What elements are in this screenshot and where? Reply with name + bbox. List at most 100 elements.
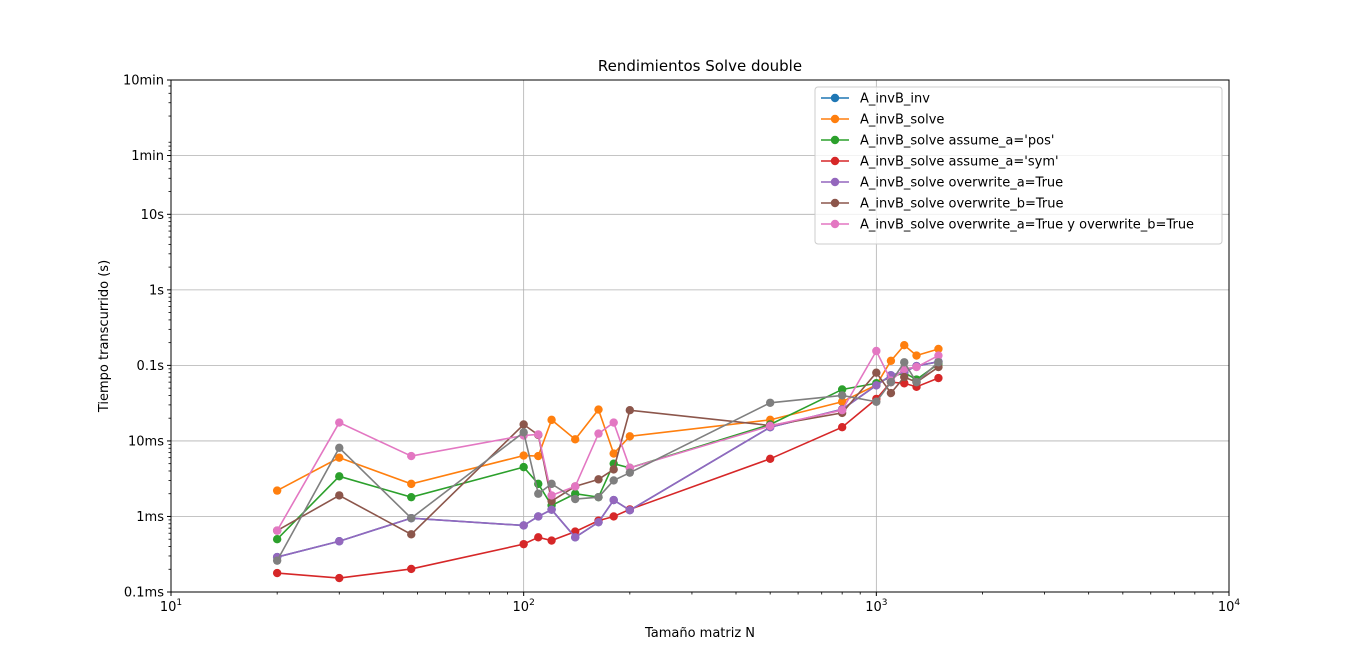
data-point [272,535,282,544]
series-7 [272,358,943,565]
series-1 [272,341,943,495]
data-point [609,495,618,505]
x-tick-label: 102 [513,598,535,615]
legend-marker [830,114,840,124]
data-point [335,418,344,427]
plot-frame [170,79,1230,593]
series-layer [272,341,943,583]
tick-layer: 101 102 103 104 0.1ms 1ms 10ms 0.1s 1s 10s 1min 10m… [123,74,1240,616]
data-point [934,351,943,360]
data-point [534,533,543,542]
data-point [900,372,909,382]
data-point [886,356,896,366]
data-point [547,415,556,425]
data-point [765,454,775,463]
data-point [335,453,344,462]
series-2 [272,359,943,544]
data-point [519,428,528,437]
y-tick-label: 1min [131,149,164,164]
data-point [837,406,847,415]
legend-item: A_invB_solve overwrite_a=True y overwrit… [821,218,1194,233]
data-point [609,465,618,474]
data-point [519,451,528,460]
data-point [872,397,881,406]
legend-marker [830,135,840,145]
legend-item: A_invB_inv [821,92,930,107]
legend-label: A_invB_solve assume_a='sym' [860,155,1059,170]
data-point [837,422,847,432]
legend-label: A_invB_solve [860,113,944,128]
legend-label: A_invB_inv [860,92,930,107]
data-point [609,476,618,485]
data-point [407,564,416,574]
legend-marker [830,93,840,103]
data-point [335,537,344,546]
data-point [407,451,416,461]
data-point [625,406,635,415]
data-point [765,421,775,431]
data-point [886,388,896,398]
data-point [912,362,921,372]
data-point [519,539,528,549]
data-point [594,405,603,414]
legend-label: A_invB_solve assume_a='pos' [860,134,1054,149]
data-point [272,526,282,535]
data-point [571,482,580,491]
data-point [335,491,344,500]
data-point [912,377,921,387]
data-point [534,512,543,521]
data-point [900,358,909,367]
data-point [594,492,603,502]
data-point [934,358,943,367]
data-point [547,536,556,545]
legend-marker [830,177,840,187]
legend-item: A_invB_solve overwrite_a=True [821,176,1063,191]
data-point [609,512,618,521]
data-point [335,443,344,453]
x-tick-label: 101 [160,598,182,615]
y-tick-label: 0.1s [137,359,165,374]
data-point [625,432,635,441]
legend-marker [830,156,840,166]
legend-label: A_invB_solve overwrite_a=True [860,176,1063,191]
data-point [609,418,618,427]
y-tick-label: 0.1ms [124,586,164,601]
data-point [886,377,896,387]
y-tick-label: 1s [149,283,164,298]
data-point [872,381,881,390]
data-point [872,346,881,356]
data-point [625,506,635,515]
legend: A_invB_inv A_invB_solve A_invB_solve assum… [814,86,1223,245]
data-point [407,530,416,539]
data-point [519,420,528,429]
data-point [594,517,603,527]
x-tick-label: 103 [865,598,887,615]
data-point [571,435,580,444]
data-point [272,568,282,578]
data-point [837,397,847,406]
series-line [276,344,939,492]
data-point [407,513,416,523]
data-point [519,521,528,530]
data-point [534,451,543,461]
legend-label: A_invB_solve overwrite_b=True [860,197,1063,212]
data-point [900,379,909,388]
data-point [335,573,344,583]
y-tick-label: 10min [123,74,164,89]
data-point [519,462,528,472]
data-point [594,429,603,438]
data-point [571,494,580,504]
data-point [571,533,580,542]
data-point [407,492,416,502]
data-point [934,373,943,383]
data-point [272,556,282,565]
data-point [934,344,943,354]
data-point [594,475,603,484]
data-point [765,398,775,407]
x-axis-label: Tamaño matriz N [644,626,755,641]
legend-marker [830,198,840,208]
y-axis-label: Tiempo transcurrido (s) [97,260,112,413]
legend-marker [830,219,840,229]
data-point [407,479,416,489]
